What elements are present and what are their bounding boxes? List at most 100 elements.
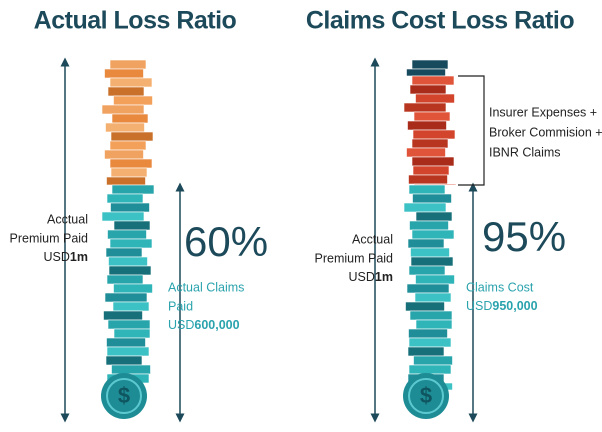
note: Insurer Expenses + — [489, 105, 597, 119]
claims-label: Actual Claims — [168, 280, 244, 294]
dollar-icon: $ — [420, 383, 432, 408]
coin — [101, 211, 145, 222]
coin — [107, 319, 151, 330]
coin — [106, 346, 150, 357]
coin — [107, 86, 145, 97]
ratio: 60% — [184, 218, 268, 265]
coin — [106, 274, 144, 285]
ratio: 95% — [482, 213, 566, 260]
premium-amount: USD1m — [349, 270, 393, 284]
dollar-icon: $ — [118, 383, 130, 408]
coin — [413, 355, 453, 366]
coin — [110, 131, 154, 142]
layout: $ $ — [60, 57, 485, 423]
coin — [409, 220, 449, 231]
amount: 600,000 — [194, 318, 239, 332]
coin — [413, 111, 451, 122]
coin — [408, 265, 446, 276]
coin — [411, 229, 455, 240]
claims-label: Paid — [168, 299, 193, 313]
coin — [408, 328, 448, 339]
coin — [412, 193, 452, 204]
coin — [106, 193, 144, 204]
amount: 1m — [375, 270, 393, 284]
coin-icon-ring — [106, 378, 142, 414]
currency: USD — [168, 318, 194, 332]
coin — [106, 337, 146, 348]
coin — [112, 301, 150, 312]
coin — [412, 129, 456, 140]
premium-label: Premium Paid — [315, 251, 394, 265]
currency: USD — [466, 299, 492, 313]
coin — [101, 104, 145, 115]
coin — [415, 274, 455, 285]
title: Claims Cost Loss Ratio — [306, 7, 574, 35]
coin — [415, 211, 453, 222]
coin — [406, 283, 450, 294]
coin — [104, 68, 144, 79]
coin — [110, 167, 148, 178]
bracket — [458, 75, 485, 186]
coin — [407, 346, 445, 357]
coin — [415, 93, 455, 104]
coin — [113, 95, 153, 106]
coin — [103, 310, 143, 321]
currency: USD — [349, 270, 375, 284]
coin — [113, 283, 153, 294]
coin — [113, 328, 151, 339]
coin — [411, 59, 449, 70]
coin — [113, 220, 151, 231]
coin — [405, 301, 445, 312]
coin — [105, 355, 143, 366]
coin — [106, 176, 146, 186]
coin — [406, 147, 446, 158]
coin — [110, 202, 150, 213]
note: IBNR Claims — [489, 145, 561, 159]
coin — [111, 113, 149, 124]
coin — [105, 247, 143, 258]
currency: USD — [44, 250, 70, 264]
coin — [111, 364, 151, 375]
coin — [104, 149, 144, 160]
coin — [107, 229, 147, 240]
coin-icon-ring — [408, 378, 444, 414]
coin — [412, 165, 450, 176]
coin — [108, 256, 148, 267]
coin — [411, 75, 455, 86]
coin — [109, 59, 147, 70]
coin — [408, 337, 452, 348]
coin — [109, 158, 153, 169]
premium-label: Acctual — [352, 232, 393, 246]
premium-label: Premium Paid — [10, 231, 89, 245]
coin — [105, 122, 145, 133]
coin — [407, 238, 445, 249]
coin — [411, 156, 455, 167]
premium-label: Acctual — [47, 212, 88, 226]
title: Actual Loss Ratio — [34, 7, 237, 35]
claims-amount: USD600,000 — [168, 318, 240, 332]
claims-amount: USD950,000 — [466, 299, 538, 313]
coin — [109, 238, 153, 249]
premium-amount: USD1m — [44, 250, 88, 264]
note: Broker Commision + — [489, 125, 602, 139]
coin — [109, 140, 147, 151]
coin — [408, 364, 452, 375]
coin — [415, 319, 453, 330]
coin — [408, 174, 448, 185]
amount: 1m — [70, 250, 88, 264]
coin — [109, 77, 153, 88]
coin — [407, 120, 447, 131]
coin — [409, 84, 447, 95]
coin — [410, 256, 454, 267]
coin — [406, 68, 446, 77]
coin — [111, 184, 155, 195]
coin — [414, 292, 452, 303]
claims-label: Claims Cost — [466, 280, 534, 294]
coin — [408, 184, 446, 195]
coin — [411, 138, 449, 149]
coin — [104, 292, 148, 303]
coin — [403, 202, 447, 213]
coin — [108, 265, 152, 276]
coin — [403, 102, 447, 113]
